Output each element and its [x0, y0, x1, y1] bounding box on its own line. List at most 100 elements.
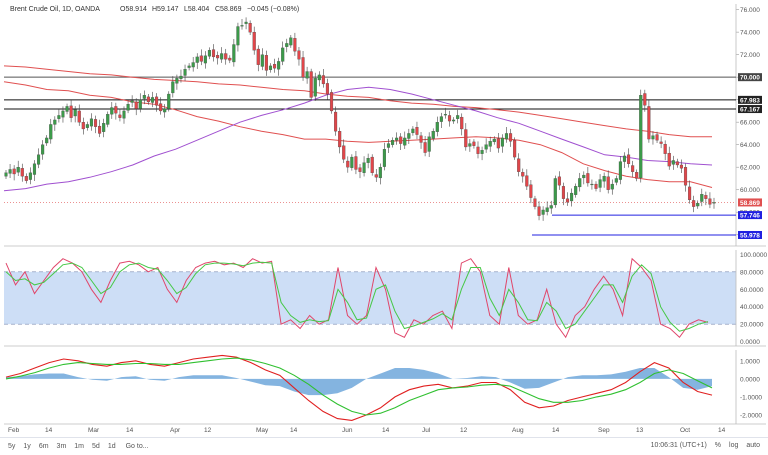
price-y-tick-label: 66.000	[740, 120, 760, 127]
price-tag-bg	[738, 230, 762, 239]
candle-body	[167, 93, 171, 109]
macd-pane[interactable]: 1.0000 0.0000 -1.0000 -2.0000	[4, 350, 766, 425]
price-pane[interactable]: 76.00074.00072.00070.00068.00066.00064.0…	[3, 4, 766, 247]
timeframe-button[interactable]: 6m	[38, 443, 49, 450]
candle-body	[224, 53, 228, 60]
price-tag-label: 57.746	[740, 213, 760, 220]
timeframe-button[interactable]: 1d	[107, 443, 116, 450]
stoch-y-tick-label: 0.0000	[740, 339, 760, 346]
candle-body	[362, 162, 366, 173]
candle-body	[464, 129, 468, 148]
candle-body	[460, 116, 464, 130]
candle-body	[338, 131, 342, 148]
candle-body	[423, 142, 427, 153]
stoch-y-tick-label: 40.0000	[740, 304, 764, 311]
candle-body	[41, 144, 45, 155]
stochastic-pane[interactable]: 100.0000 80.0000 60.0000 40.0000 20.0000 0.00…	[4, 250, 767, 347]
candle-body	[248, 22, 252, 33]
price-tag-label: 55.978	[740, 232, 760, 239]
price-tag-bg	[738, 211, 762, 220]
candle-body	[517, 158, 521, 172]
candle-body	[252, 31, 256, 51]
timeframe-list: 5y 1y 6m 3m 1m 5d 1d	[0, 443, 116, 450]
candle-body	[334, 111, 338, 132]
ohlc-change: −0.045 (−0.08%)	[247, 6, 299, 13]
candle-body	[268, 65, 273, 70]
candle-body	[667, 152, 671, 167]
candle-body	[537, 206, 541, 216]
candle-body	[350, 156, 354, 168]
candle-body	[216, 55, 220, 59]
candle-body	[549, 205, 553, 209]
stoch-y-tick-label: 80.0000	[740, 269, 764, 276]
stoch-y-tick-label: 60.0000	[740, 287, 764, 294]
stoch-k-line	[5, 257, 709, 339]
candle-body	[89, 118, 93, 127]
candle-body	[480, 150, 484, 154]
price-tag-bg	[738, 198, 762, 207]
candle-body	[679, 164, 683, 169]
auto-toggle[interactable]: auto	[746, 442, 760, 449]
candle-body	[65, 106, 69, 112]
x-tick-label: Jun	[342, 427, 353, 434]
candle-body	[399, 136, 403, 144]
ma-line-1	[3, 81, 713, 188]
candle-body	[443, 114, 447, 116]
ma-line-2	[3, 65, 712, 138]
candle-body	[175, 78, 179, 84]
bottom-right: 10:06:31 (UTC+1) % log auto	[651, 442, 760, 449]
candle-body	[504, 133, 509, 140]
candle-body	[309, 71, 313, 98]
log-toggle[interactable]: log	[729, 442, 739, 449]
candle-body	[395, 137, 399, 141]
candle-body	[32, 163, 37, 175]
candle-body	[57, 115, 61, 119]
price-tag-bg	[738, 95, 762, 104]
candle-body	[130, 100, 134, 103]
candle-body	[232, 44, 236, 63]
timeframe-button[interactable]: 3m	[56, 443, 67, 450]
candle-body	[179, 75, 183, 80]
ohlc-high: H59.147	[152, 6, 179, 13]
x-tick-label: 14	[382, 427, 390, 434]
clock-readout: 10:06:31 (UTC+1)	[650, 442, 707, 449]
candle-body	[329, 92, 334, 112]
candle-body	[366, 158, 370, 163]
candle-body	[346, 160, 350, 168]
candle-body	[114, 106, 118, 114]
candle-body	[289, 37, 293, 46]
timeframe-button[interactable]: 5d	[92, 443, 100, 450]
candle-body	[240, 25, 244, 27]
candle-body	[622, 155, 627, 162]
candle-body	[472, 141, 476, 146]
chart-svg[interactable]: 76.00074.00072.00070.00068.00066.00064.0…	[0, 0, 768, 437]
candle-body	[134, 101, 138, 109]
x-tick-label: 14	[290, 427, 298, 434]
price-y-tick-label: 72.000	[740, 52, 760, 59]
timeframe-button[interactable]: 1m	[74, 443, 85, 450]
candle-body	[244, 21, 248, 24]
percent-toggle[interactable]: %	[714, 442, 722, 449]
macd-y-tick-label: -2.0000	[740, 412, 762, 419]
x-axis: Feb 14 Mar 14 Apr 12 May 14 Jun 14 Jul 12 Aug 14 Sep 13…	[8, 427, 726, 434]
candle-body	[627, 154, 631, 164]
price-y-tick-label: 64.000	[740, 142, 760, 149]
candle-body	[663, 143, 667, 154]
candle-body	[102, 123, 106, 132]
candle-body	[281, 47, 285, 62]
candle-body	[163, 108, 167, 113]
timeframe-button[interactable]: 5y	[8, 443, 16, 450]
ohlc-close: C58.869	[215, 6, 242, 13]
timeframe-button[interactable]: 1y	[23, 443, 31, 450]
candle-body	[264, 55, 268, 71]
goto-button[interactable]: Go to...	[125, 443, 149, 450]
candle-body	[386, 143, 391, 148]
macd-y-tick-label: 0.0000	[740, 376, 760, 383]
candle-body	[610, 183, 614, 190]
candle-body	[708, 198, 712, 205]
candle-body	[647, 106, 651, 140]
candle-body	[565, 198, 570, 203]
candle-body	[61, 110, 65, 118]
candle-body	[77, 110, 81, 123]
